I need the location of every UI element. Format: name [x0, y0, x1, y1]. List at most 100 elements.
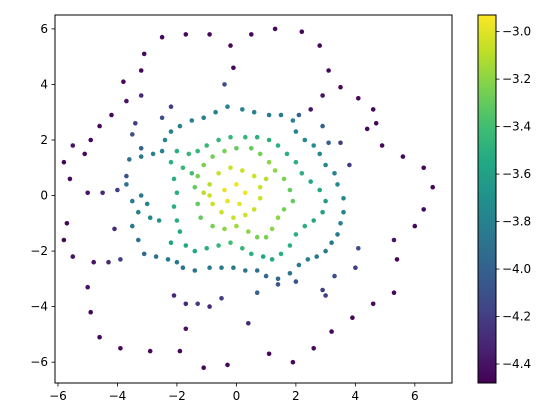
data-point — [234, 223, 239, 229]
data-point — [260, 254, 266, 259]
data-point — [341, 209, 346, 215]
data-point — [192, 248, 198, 254]
data-point — [370, 301, 376, 307]
data-point — [308, 107, 314, 112]
data-point — [225, 362, 230, 368]
data-point — [210, 223, 215, 229]
data-point — [278, 112, 284, 118]
data-point — [174, 218, 180, 223]
data-point — [204, 246, 209, 251]
data-point — [115, 187, 120, 193]
data-point — [70, 143, 76, 148]
data-point — [207, 304, 212, 309]
data-point — [269, 226, 275, 232]
data-point — [162, 137, 168, 143]
data-point — [243, 268, 248, 273]
colorbar-tick-label: −3.0 — [502, 25, 531, 39]
data-point — [225, 104, 230, 109]
data-point — [130, 132, 135, 137]
data-point — [370, 107, 376, 112]
x-tick-label: 2 — [292, 389, 300, 403]
data-point — [326, 68, 331, 73]
data-point — [153, 254, 159, 259]
data-point — [269, 257, 275, 262]
data-point — [251, 109, 257, 115]
y-tick-label: 6 — [40, 22, 48, 36]
data-point — [171, 293, 177, 298]
data-point — [290, 198, 296, 204]
data-point — [195, 173, 200, 179]
data-point — [249, 146, 254, 151]
data-point — [350, 315, 355, 321]
data-point — [136, 237, 141, 243]
data-point — [88, 137, 93, 143]
data-point — [234, 146, 239, 151]
data-point — [198, 215, 203, 220]
data-point — [147, 215, 153, 220]
data-point — [112, 226, 117, 232]
data-point — [64, 221, 70, 226]
data-point — [141, 51, 147, 57]
data-point — [323, 198, 328, 204]
colorbar-axis: −4.4 −4.2 −4.0 −3.8 −3.6 −3.4 −3.2 −3.0 — [496, 25, 531, 371]
data-point — [356, 246, 361, 251]
colorbar-tick-label: −3.8 — [502, 215, 531, 229]
data-point — [228, 240, 233, 245]
data-point — [296, 112, 302, 118]
data-point — [180, 265, 186, 271]
data-point — [293, 129, 299, 134]
data-point — [210, 201, 215, 207]
data-point — [272, 26, 278, 32]
data-point — [234, 182, 239, 187]
colorbar-tick-label: −4.2 — [502, 310, 531, 324]
data-point — [364, 126, 370, 132]
data-point — [213, 109, 218, 115]
data-point — [296, 262, 302, 268]
data-point — [353, 265, 358, 271]
data-point — [195, 201, 200, 207]
data-point — [240, 246, 245, 251]
y-tick-label: −6 — [30, 355, 48, 369]
x-tick-label: 6 — [411, 389, 419, 403]
data-point — [124, 173, 129, 179]
data-point — [195, 301, 200, 307]
data-point — [323, 248, 328, 254]
y-axis: −6 −4 −2 0 2 4 6 — [30, 22, 55, 369]
data-point — [183, 326, 189, 332]
data-point — [338, 221, 343, 226]
data-point — [222, 226, 227, 232]
x-axis: −6 −4 −2 0 2 4 6 — [49, 383, 419, 403]
data-point — [421, 165, 427, 171]
data-point — [124, 98, 129, 104]
data-point — [266, 112, 272, 118]
data-point — [171, 176, 177, 182]
data-point — [323, 162, 328, 168]
y-tick-label: −2 — [30, 244, 48, 258]
data-point — [207, 32, 212, 37]
data-point — [275, 143, 281, 148]
data-point — [183, 243, 189, 248]
data-point — [237, 201, 242, 207]
data-point — [329, 240, 334, 245]
data-point — [430, 184, 436, 190]
data-point — [317, 43, 323, 48]
data-point — [320, 123, 325, 129]
data-point — [147, 348, 153, 354]
data-point — [225, 198, 230, 204]
data-point — [228, 165, 233, 171]
data-point — [156, 218, 162, 223]
data-point — [127, 157, 132, 162]
data-point — [85, 190, 90, 196]
data-point — [379, 143, 385, 148]
data-point — [106, 259, 111, 265]
y-tick-label: −4 — [30, 300, 48, 314]
data-point — [207, 193, 212, 198]
x-tick-label: 0 — [233, 389, 241, 403]
data-point — [302, 137, 308, 143]
data-point — [118, 257, 123, 262]
data-point — [168, 240, 174, 245]
data-point — [400, 154, 406, 159]
data-point — [183, 32, 189, 37]
data-point — [121, 79, 126, 84]
